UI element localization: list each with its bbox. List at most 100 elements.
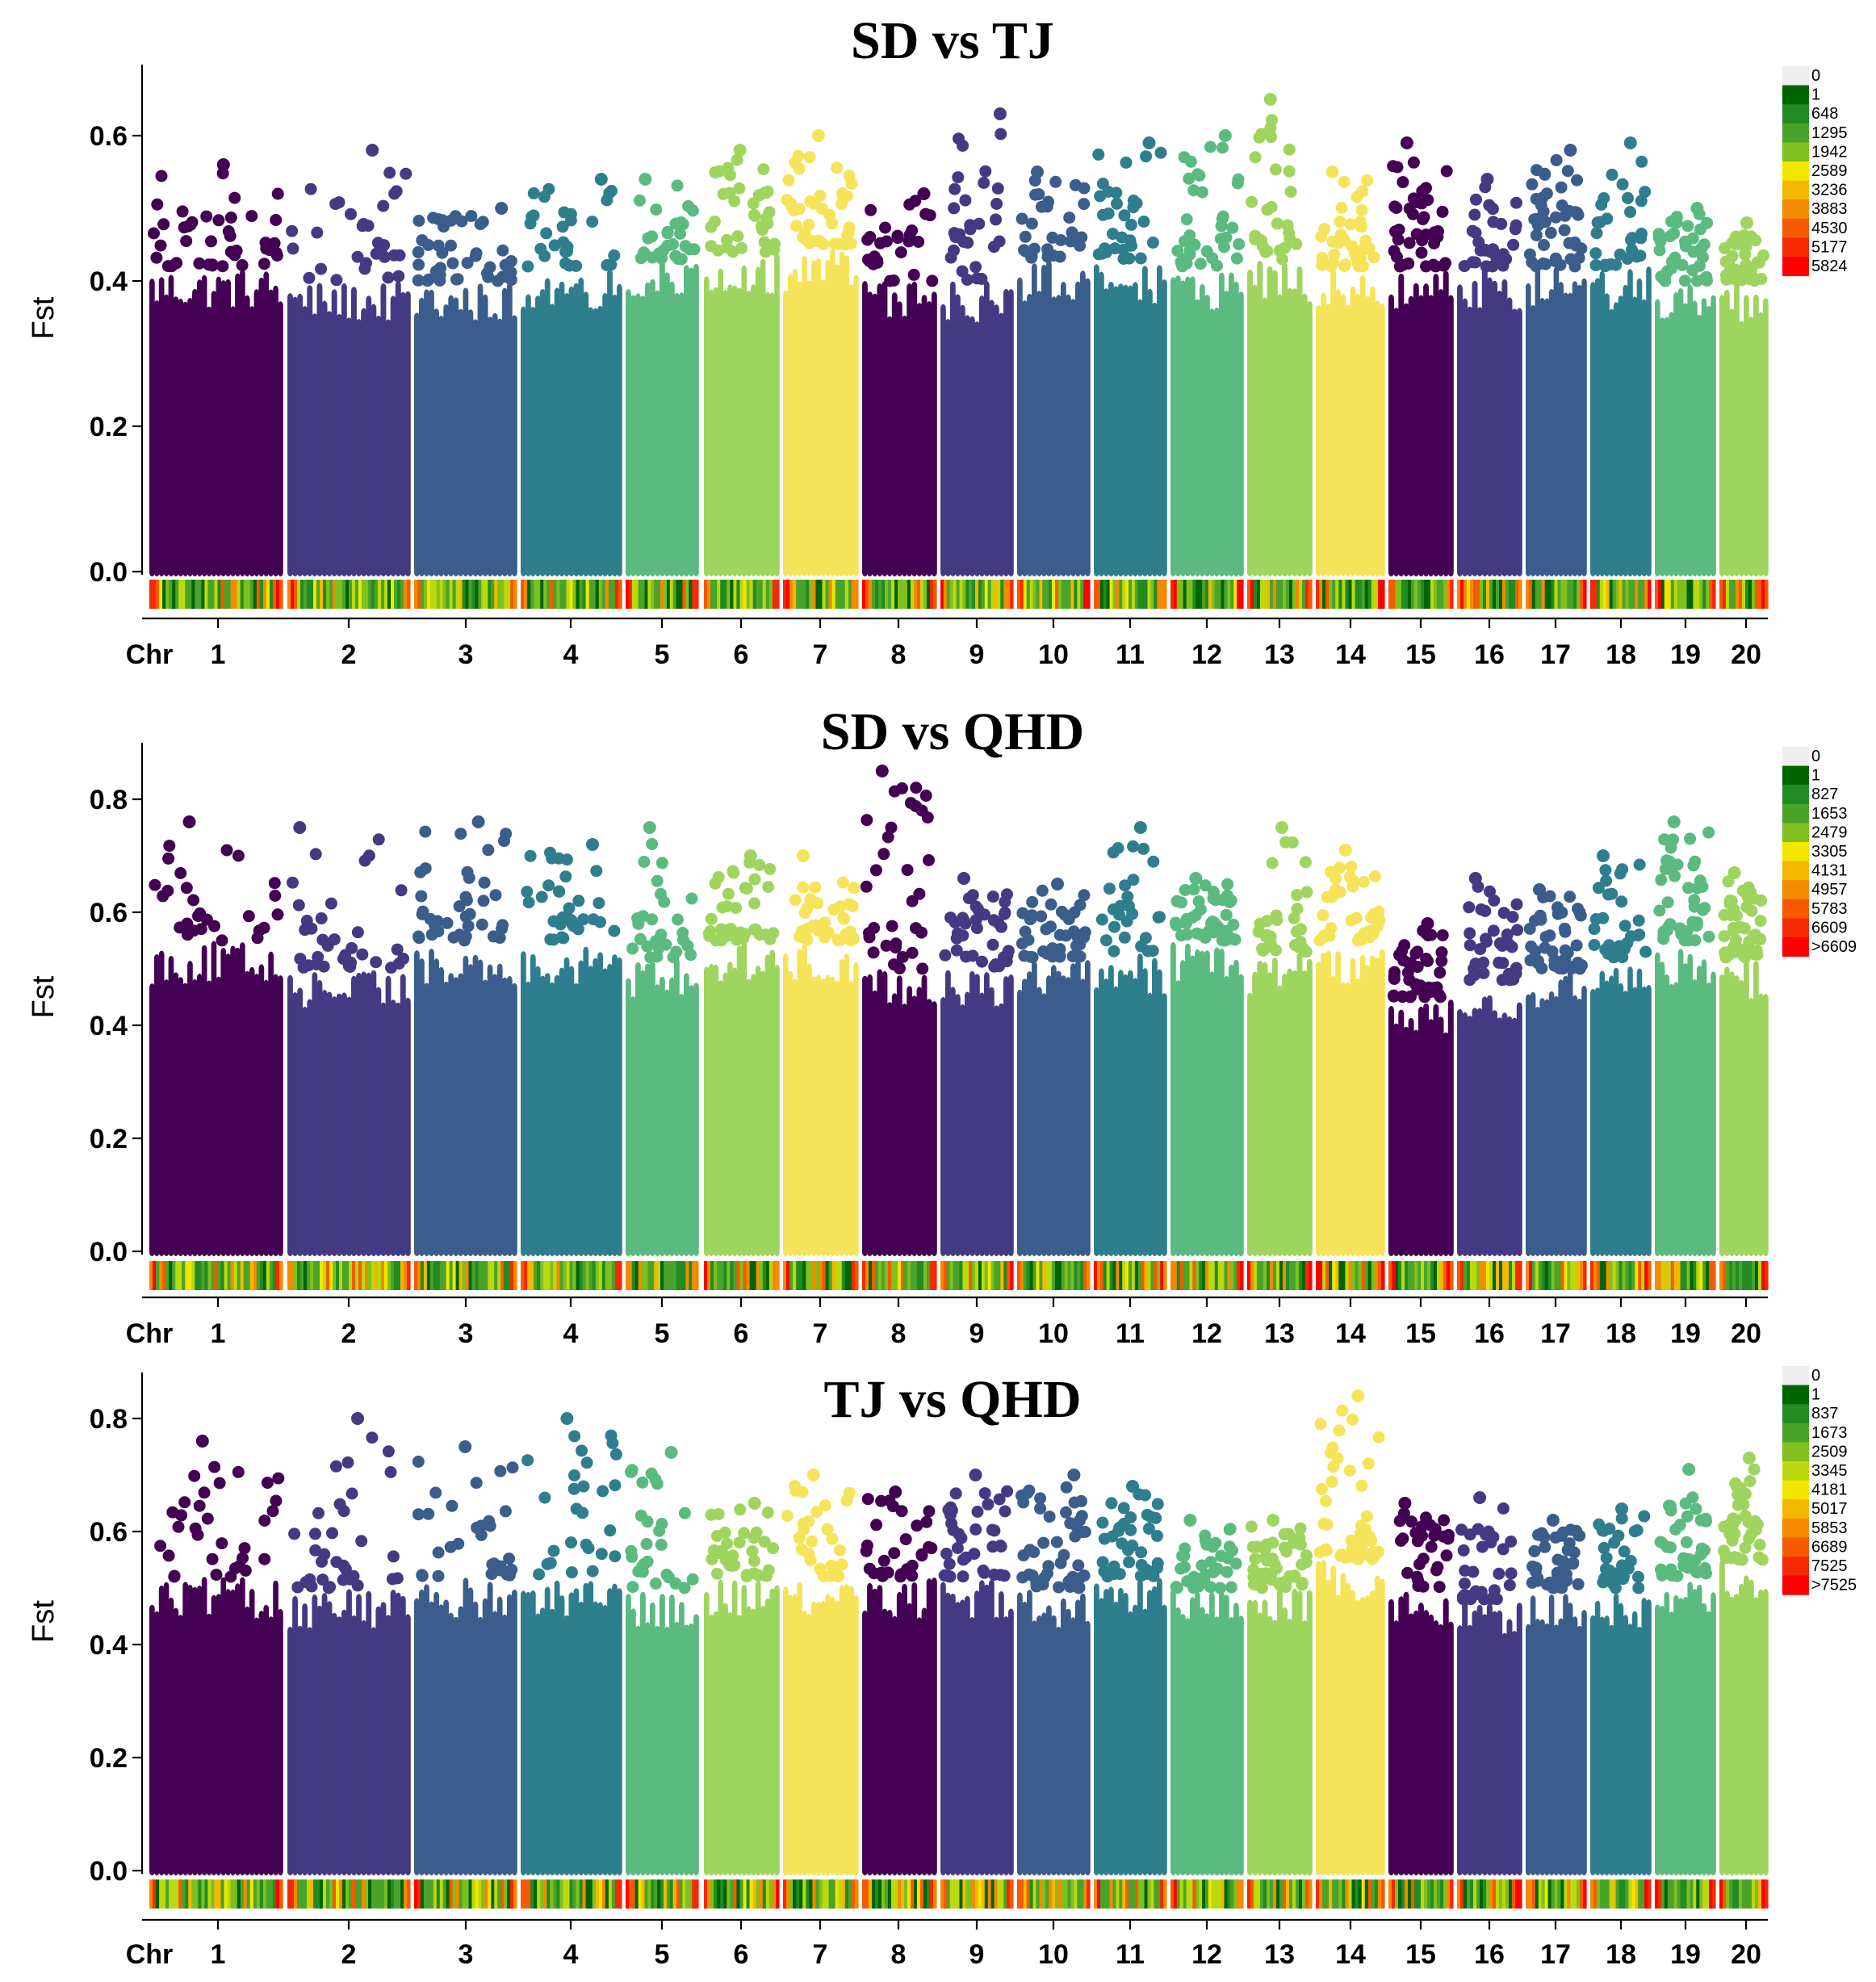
scatter-points: [148, 93, 1769, 576]
density-stripe: [962, 580, 966, 609]
point-cluster: [664, 990, 670, 1256]
point-max: [1533, 883, 1546, 896]
point-cluster: [1568, 293, 1573, 576]
point: [638, 856, 650, 868]
density-stripe: [756, 580, 760, 609]
density-stripe: [894, 580, 898, 609]
point: [375, 245, 387, 257]
point-cluster: [640, 970, 646, 1256]
point-cluster: [1535, 1007, 1541, 1256]
density-stripe: [1322, 1879, 1326, 1909]
point-cluster: [1539, 998, 1545, 1256]
x-tick-label: 17: [1540, 1318, 1571, 1349]
point-cluster: [742, 1585, 747, 1875]
point-cluster: [1350, 287, 1356, 576]
density-stripe: [1148, 580, 1152, 609]
density-stripe: [747, 580, 751, 609]
density-stripe: [609, 1261, 613, 1290]
point: [967, 889, 979, 901]
density-stripe: [1655, 580, 1659, 609]
density-stripe: [1427, 580, 1431, 609]
density-stripe: [1535, 1261, 1539, 1290]
point-cluster: [945, 970, 951, 1256]
point-cluster: [1487, 1603, 1493, 1875]
point: [686, 893, 698, 905]
point-cluster: [867, 974, 873, 1256]
density-stripe: [753, 1261, 757, 1290]
point: [482, 844, 494, 856]
point-cluster: [1209, 308, 1215, 576]
point-cluster: [1539, 1620, 1545, 1875]
density-stripe: [1157, 580, 1161, 609]
density-stripe: [221, 580, 225, 609]
point: [1691, 274, 1703, 287]
point-cluster: [268, 952, 274, 1256]
point: [1108, 921, 1120, 933]
density-stripe: [826, 1261, 830, 1290]
point: [919, 208, 932, 220]
point-cluster: [835, 981, 840, 1256]
point-cluster: [1340, 983, 1346, 1256]
density-stripe: [1267, 1879, 1271, 1909]
density-stripe: [799, 580, 803, 609]
point-cluster: [159, 1586, 165, 1875]
point-cluster: [521, 1590, 526, 1875]
density-stripe: [391, 1261, 395, 1290]
point-cluster: [1472, 1008, 1478, 1256]
density-stripe: [1208, 580, 1212, 609]
point-cluster: [429, 949, 434, 1256]
density-stripe: [1279, 1879, 1283, 1909]
density-stripe: [349, 580, 353, 609]
density-stripe: [1542, 1261, 1546, 1290]
legend-swatch: [1782, 257, 1809, 276]
point: [1754, 933, 1766, 945]
point: [672, 179, 684, 191]
point: [1216, 213, 1229, 225]
density-stripe: [1355, 580, 1359, 609]
point-cluster: [853, 1595, 859, 1875]
density-stripe: [1074, 1261, 1078, 1290]
y-tick-label: 0.4: [90, 1630, 128, 1661]
density-stripe: [1489, 1261, 1493, 1290]
point: [1535, 199, 1547, 212]
density-stripe: [1192, 580, 1196, 609]
density-stripe: [433, 1879, 438, 1909]
density-stripe: [387, 580, 392, 609]
density-stripe: [812, 1879, 816, 1909]
density-stripe: [497, 580, 501, 609]
density-stripe: [1010, 580, 1014, 609]
point-max: [293, 821, 306, 834]
density-stripe: [950, 580, 954, 609]
density-stripe: [228, 580, 232, 609]
density-stripe: [599, 1879, 603, 1909]
point: [768, 238, 781, 250]
density-stripe: [481, 1879, 485, 1909]
density-stripe: [972, 1261, 976, 1290]
density-stripe: [898, 1261, 902, 1290]
point-cluster: [386, 1615, 392, 1875]
point: [1755, 895, 1767, 907]
point-cluster: [950, 282, 956, 576]
point: [1110, 186, 1122, 199]
point-cluster: [1753, 295, 1759, 576]
point-cluster: [1355, 978, 1361, 1257]
density-stripe: [727, 580, 731, 609]
point-cluster: [1729, 971, 1735, 1256]
density-stripe: [995, 580, 999, 609]
point: [594, 916, 606, 928]
point-cluster: [249, 1589, 255, 1875]
point-cluster: [1277, 294, 1283, 576]
point: [433, 1547, 445, 1559]
density-stripe: [802, 1879, 806, 1909]
density-stripe: [1742, 1879, 1746, 1909]
density-stripe: [1677, 1261, 1681, 1290]
point-cluster: [797, 1582, 802, 1876]
point-cluster: [371, 970, 376, 1256]
point: [1126, 907, 1138, 920]
point: [679, 1507, 691, 1519]
density-stripe: [1447, 580, 1451, 609]
density-stripe: [1260, 1261, 1264, 1290]
density-stripe: [1030, 580, 1034, 609]
point: [494, 1465, 506, 1477]
point: [843, 227, 855, 239]
